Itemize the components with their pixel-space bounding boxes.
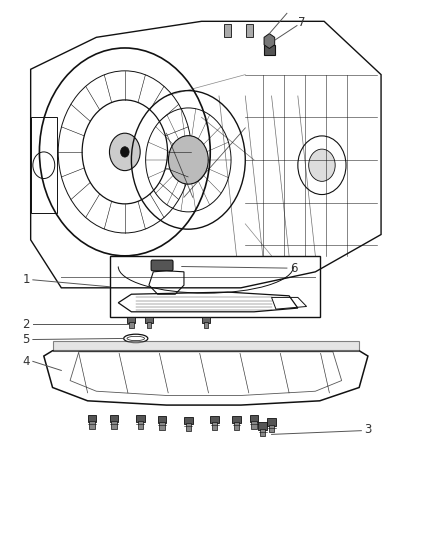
Text: 1: 1 xyxy=(22,273,30,286)
FancyBboxPatch shape xyxy=(202,317,210,323)
Bar xyxy=(264,45,275,55)
FancyBboxPatch shape xyxy=(250,415,258,422)
FancyBboxPatch shape xyxy=(110,415,118,422)
Bar xyxy=(251,421,257,429)
Circle shape xyxy=(168,136,208,184)
Bar xyxy=(186,423,191,431)
Bar xyxy=(269,425,274,432)
Text: 7: 7 xyxy=(298,16,306,29)
FancyBboxPatch shape xyxy=(258,422,267,430)
Text: 5: 5 xyxy=(23,333,30,346)
Bar xyxy=(224,24,231,37)
Circle shape xyxy=(110,133,140,171)
Bar xyxy=(234,422,239,430)
Bar xyxy=(159,422,165,430)
Text: 3: 3 xyxy=(364,423,371,435)
Bar xyxy=(147,322,151,328)
FancyBboxPatch shape xyxy=(88,415,96,422)
FancyBboxPatch shape xyxy=(136,415,145,422)
Bar xyxy=(204,322,208,328)
FancyBboxPatch shape xyxy=(158,416,166,423)
Bar xyxy=(110,256,320,317)
FancyBboxPatch shape xyxy=(267,418,276,426)
Text: 2: 2 xyxy=(22,318,30,330)
Bar xyxy=(89,421,95,429)
Bar xyxy=(129,322,134,328)
FancyBboxPatch shape xyxy=(210,416,219,423)
Bar xyxy=(31,117,57,213)
FancyBboxPatch shape xyxy=(127,317,135,323)
Text: 6: 6 xyxy=(290,262,297,274)
Circle shape xyxy=(309,149,335,181)
Bar xyxy=(53,341,359,351)
Bar xyxy=(260,429,265,436)
FancyBboxPatch shape xyxy=(151,260,173,271)
Bar xyxy=(212,422,217,430)
Bar xyxy=(246,24,253,37)
Bar xyxy=(111,421,117,429)
Text: 4: 4 xyxy=(22,355,30,368)
FancyBboxPatch shape xyxy=(184,417,193,424)
FancyBboxPatch shape xyxy=(232,416,241,423)
FancyBboxPatch shape xyxy=(145,317,153,323)
Circle shape xyxy=(120,147,129,157)
Bar xyxy=(138,421,143,429)
